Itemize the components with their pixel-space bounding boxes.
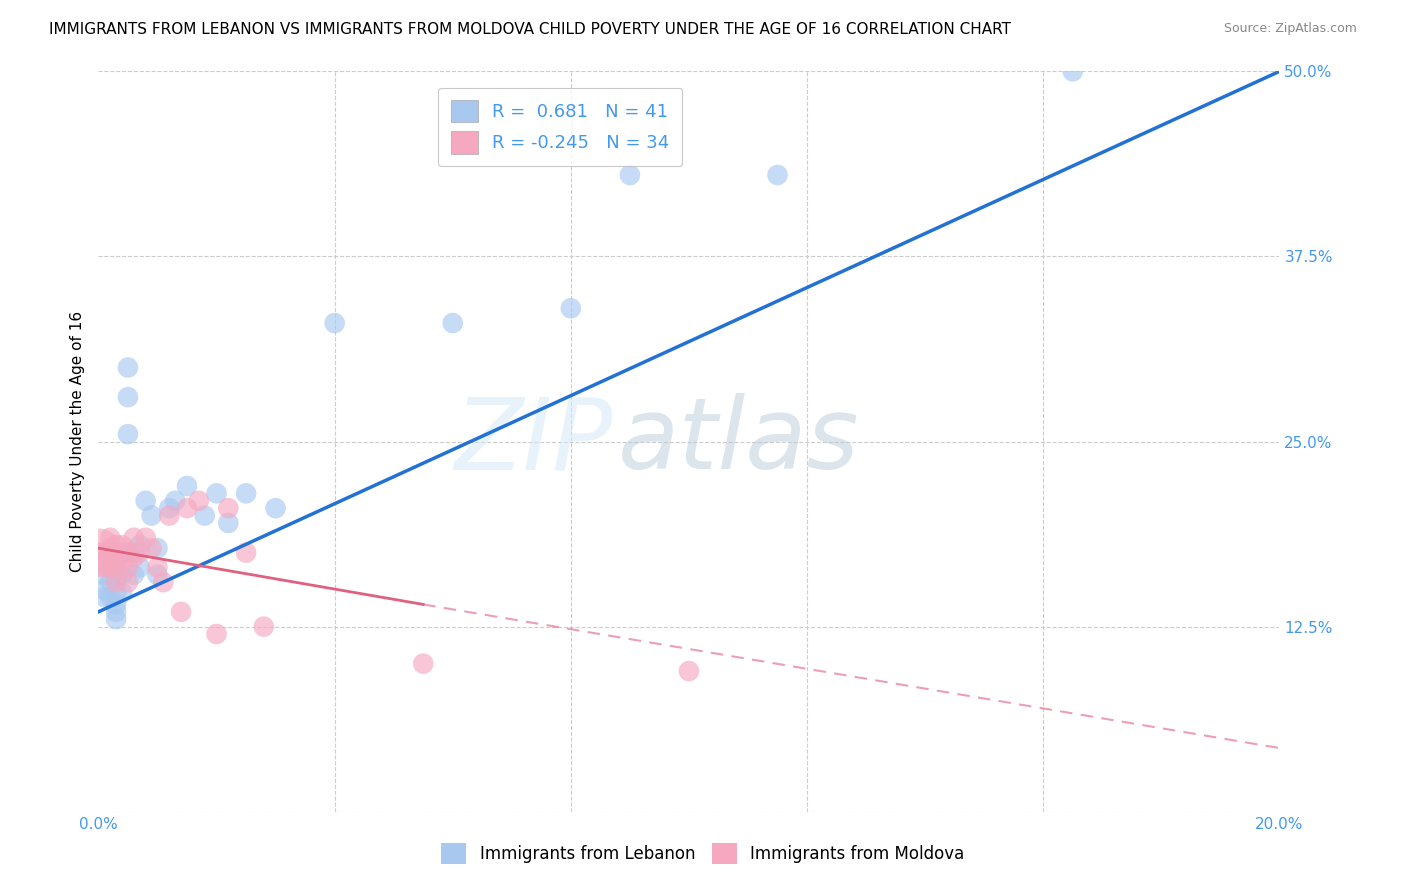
Point (122, 567, 145, 582)
Text: Source: ZipAtlas.com: Source: ZipAtlas.com (1223, 22, 1357, 36)
Point (93, 546, 115, 560)
Point (205, 627, 228, 641)
Point (117, 427, 139, 442)
Point (93, 567, 115, 582)
Point (105, 605, 128, 619)
Point (146, 541, 169, 556)
Point (176, 501, 198, 516)
Text: ZIP: ZIP (454, 393, 612, 490)
Point (105, 553, 128, 567)
Point (111, 538, 134, 552)
Point (128, 538, 150, 552)
Point (217, 516, 239, 530)
Point (98, 575, 121, 590)
Point (141, 508, 163, 523)
Point (128, 560, 150, 574)
Point (98, 541, 121, 556)
Point (146, 560, 169, 574)
Point (98, 553, 121, 567)
Point (128, 546, 150, 560)
Point (152, 575, 174, 590)
Point (165, 493, 187, 508)
Point (235, 486, 257, 500)
Point (98, 560, 121, 574)
Point (111, 556, 134, 570)
Point (678, 664, 700, 678)
Point (105, 575, 128, 590)
Text: atlas: atlas (619, 393, 859, 490)
Point (217, 501, 239, 516)
Point (105, 585, 128, 599)
Point (117, 546, 139, 560)
Point (187, 493, 209, 508)
Legend: Immigrants from Lebanon, Immigrants from Moldova: Immigrants from Lebanon, Immigrants from… (434, 837, 972, 871)
Point (253, 619, 276, 633)
Point (194, 508, 217, 523)
Point (122, 531, 145, 545)
Point (170, 605, 193, 619)
Point (105, 598, 128, 612)
Point (105, 549, 128, 564)
Point (412, 657, 434, 671)
Point (1062, 64, 1084, 78)
Point (87, 546, 110, 560)
Point (235, 546, 257, 560)
Point (323, 316, 346, 330)
Point (122, 546, 145, 560)
Point (619, 168, 641, 182)
Point (98, 546, 121, 560)
Point (146, 567, 169, 582)
Point (93, 590, 115, 604)
Point (176, 479, 198, 493)
Point (560, 301, 582, 316)
Point (766, 168, 789, 182)
Point (111, 585, 134, 599)
Point (122, 549, 145, 564)
Point (98, 560, 121, 574)
Point (111, 546, 134, 560)
Point (98, 531, 121, 545)
Point (117, 360, 139, 375)
Point (111, 567, 134, 582)
Point (98, 590, 121, 604)
Legend: R =  0.681   N = 41, R = -0.245   N = 34: R = 0.681 N = 41, R = -0.245 N = 34 (439, 87, 682, 166)
Y-axis label: Child Poverty Under the Age of 16: Child Poverty Under the Age of 16 (69, 311, 84, 572)
Point (117, 560, 139, 574)
Point (205, 486, 228, 500)
Point (157, 501, 180, 516)
Point (105, 612, 128, 626)
Point (157, 508, 180, 523)
Point (105, 560, 128, 574)
Text: IMMIGRANTS FROM LEBANON VS IMMIGRANTS FROM MOLDOVA CHILD POVERTY UNDER THE AGE O: IMMIGRANTS FROM LEBANON VS IMMIGRANTS FR… (49, 22, 1011, 37)
Point (141, 541, 163, 556)
Point (135, 493, 157, 508)
Point (93, 553, 115, 567)
Point (117, 390, 139, 404)
Point (441, 316, 464, 330)
Point (264, 501, 287, 516)
Point (117, 575, 139, 590)
Point (105, 538, 128, 552)
Point (135, 531, 157, 545)
Point (105, 571, 128, 585)
Point (87, 546, 110, 560)
Point (93, 560, 115, 574)
Point (93, 582, 115, 597)
